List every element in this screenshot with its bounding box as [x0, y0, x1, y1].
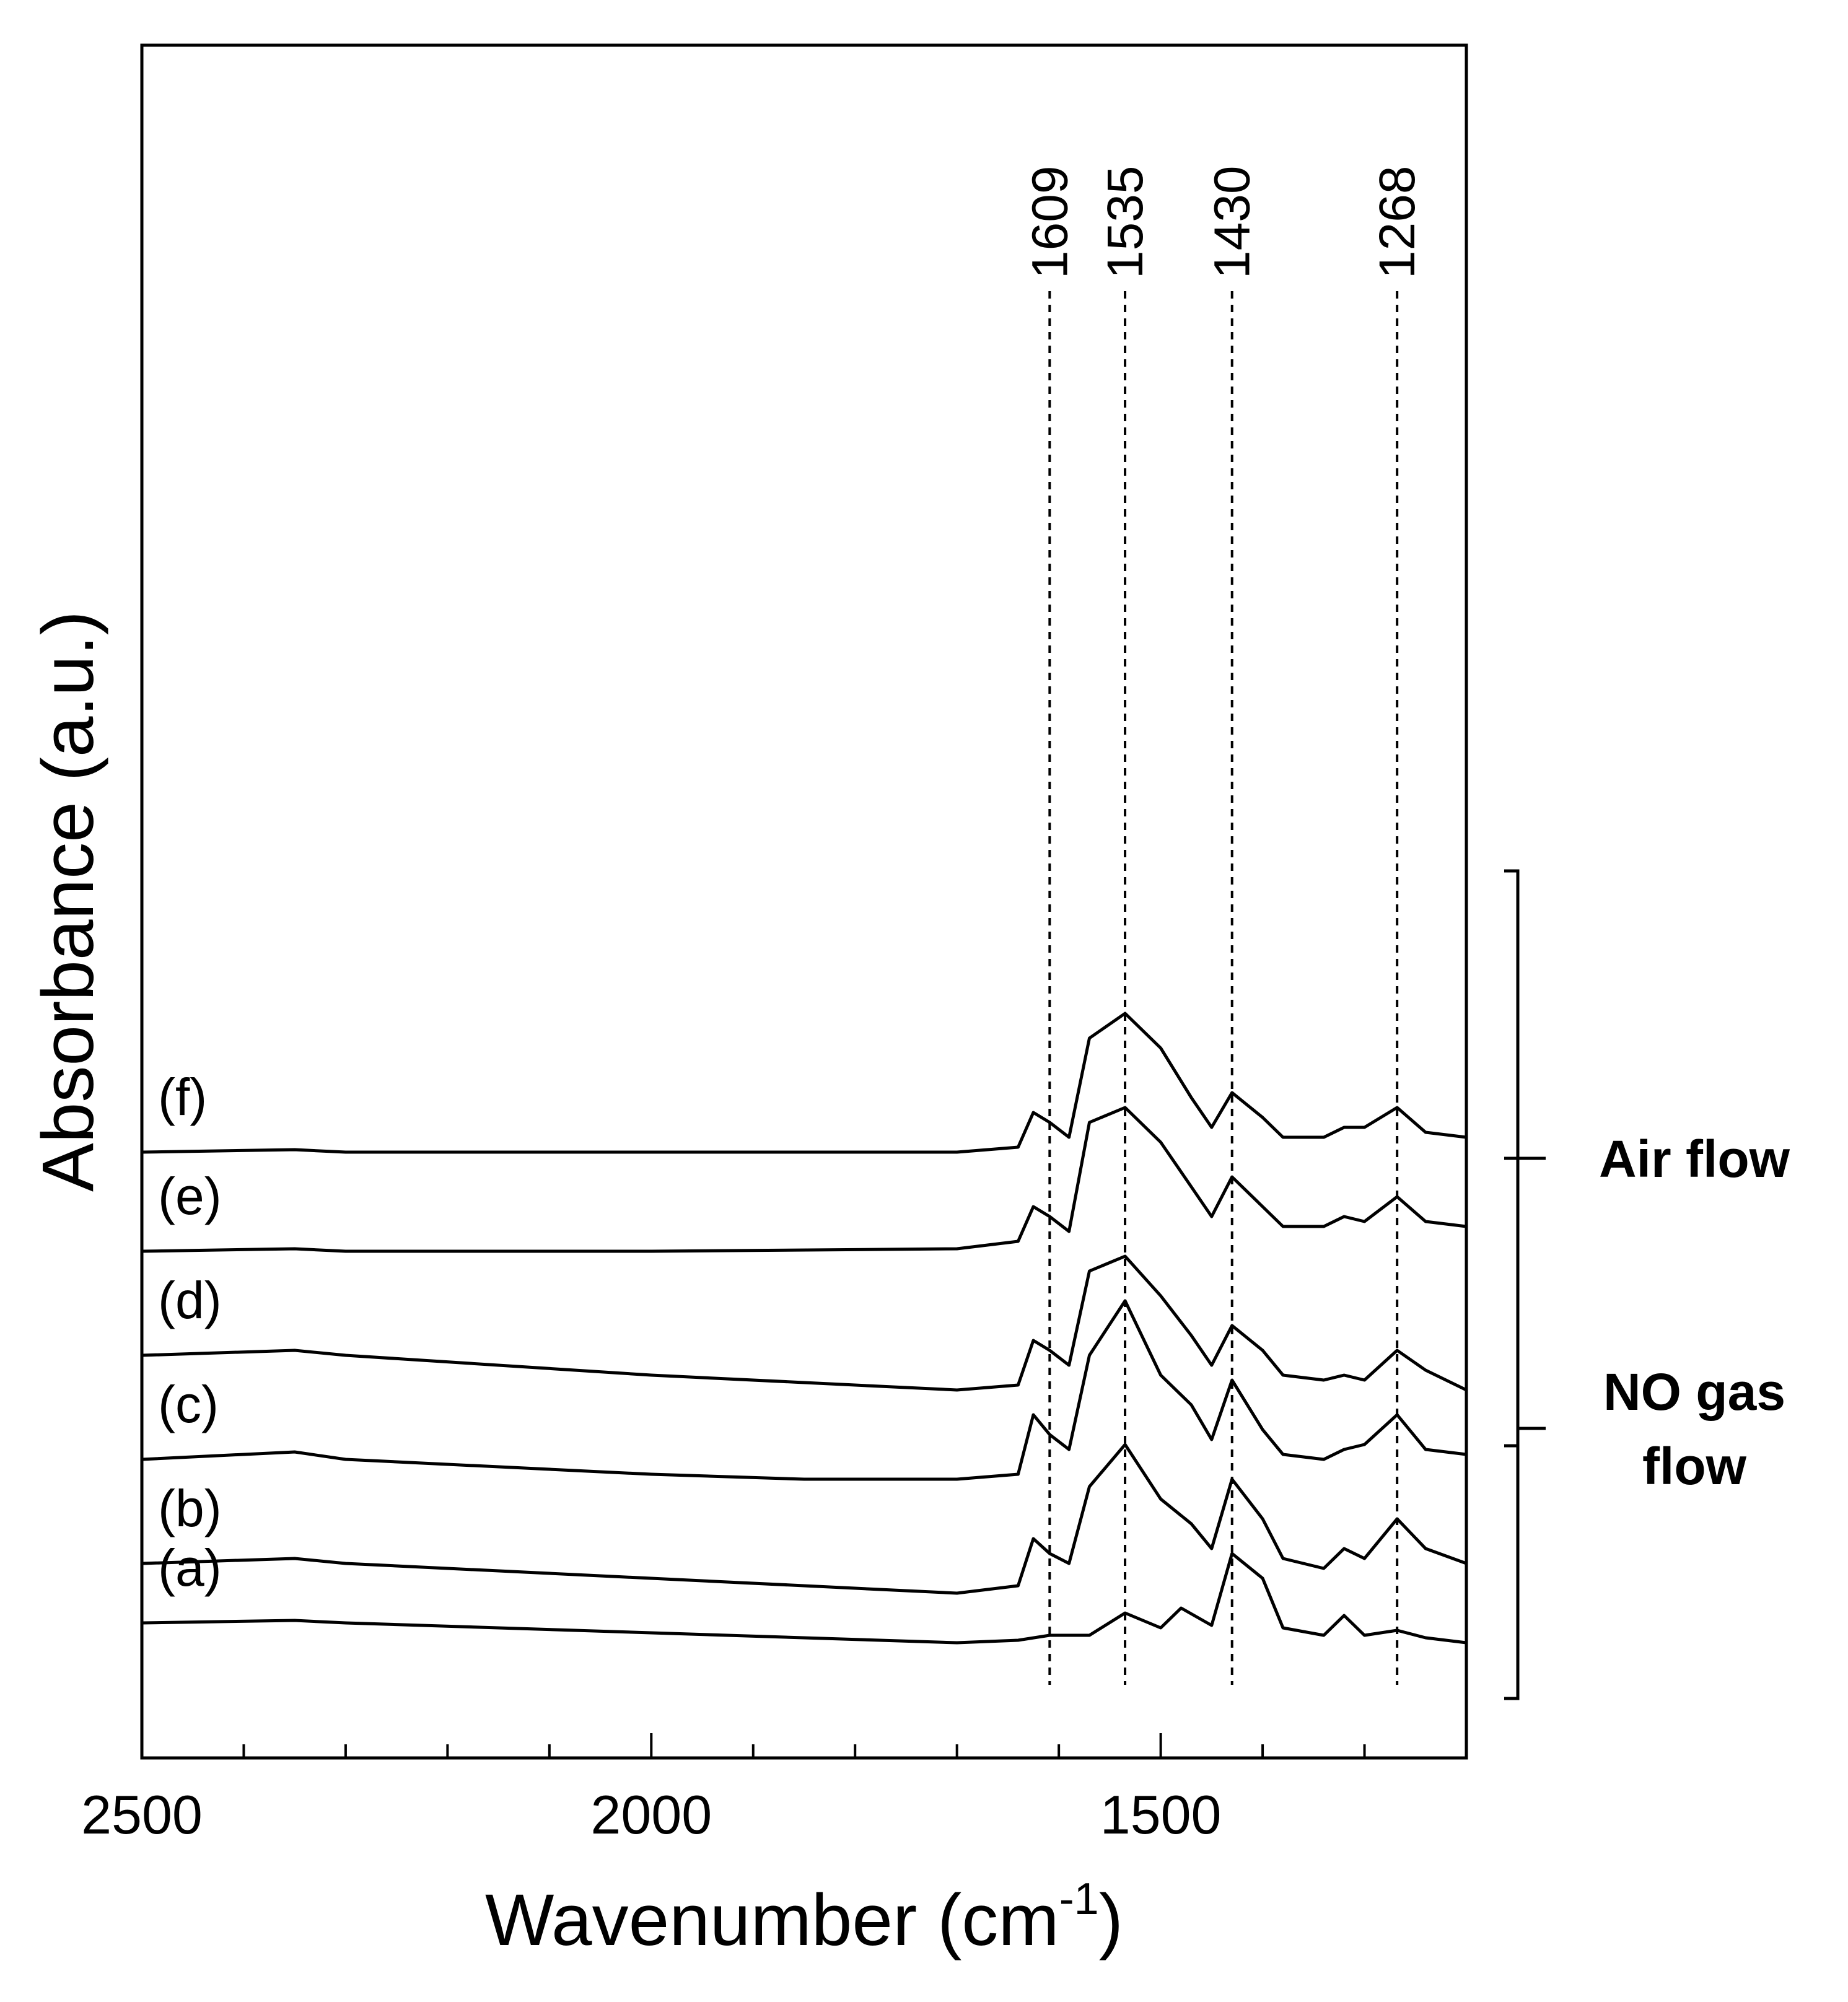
curve-labels: (a)(b) (c) (d) (e) (f) [158, 1068, 222, 1597]
x-axis-ticks [141, 1733, 1468, 1758]
group-label-air-flow: Air flow [1599, 1130, 1790, 1188]
peak-label-1535: 1535 [1097, 166, 1154, 279]
spectrum-line-c [141, 1299, 1467, 1481]
curve-label-f: (f) [158, 1068, 207, 1126]
curve-label-c: (c) [158, 1375, 219, 1433]
y-axis-title: Absorbance (a.u.) [27, 611, 109, 1192]
spectrum-line-b [141, 1443, 1467, 1595]
x-tick-label-2500: 2500 [81, 1784, 203, 1845]
spectrum-line-f [141, 1012, 1467, 1154]
peak-markers: 1609 1535 1430 1268 [1022, 166, 1425, 1685]
x-tick-label-1500: 1500 [1100, 1784, 1222, 1845]
peak-label-1609: 1609 [1022, 166, 1078, 279]
spectrum-line-e [141, 1106, 1467, 1253]
group-brackets: Air flow NO gas flow [1504, 869, 1790, 1700]
peak-label-1430: 1430 [1204, 166, 1261, 279]
spectrum-line-d [141, 1254, 1468, 1392]
curve-label-a: (a) [158, 1539, 222, 1597]
group-label-no-gas-flow: NO gas flow [1603, 1363, 1785, 1495]
spectrum-line-a [141, 1552, 1467, 1645]
plot-frame [140, 43, 1468, 1760]
curve-label-b: (b) [158, 1479, 222, 1537]
x-axis-title: Wavenumber (cm-1) [485, 1874, 1123, 1961]
peak-label-1268: 1268 [1369, 166, 1425, 279]
x-tick-label-2000: 2000 [590, 1784, 712, 1845]
series-group [141, 1012, 1468, 1645]
curve-label-d: (d) [158, 1271, 222, 1329]
curve-label-e: (e) [158, 1167, 222, 1225]
x-axis-tick-labels: 2500 2000 1500 [81, 1784, 1221, 1845]
